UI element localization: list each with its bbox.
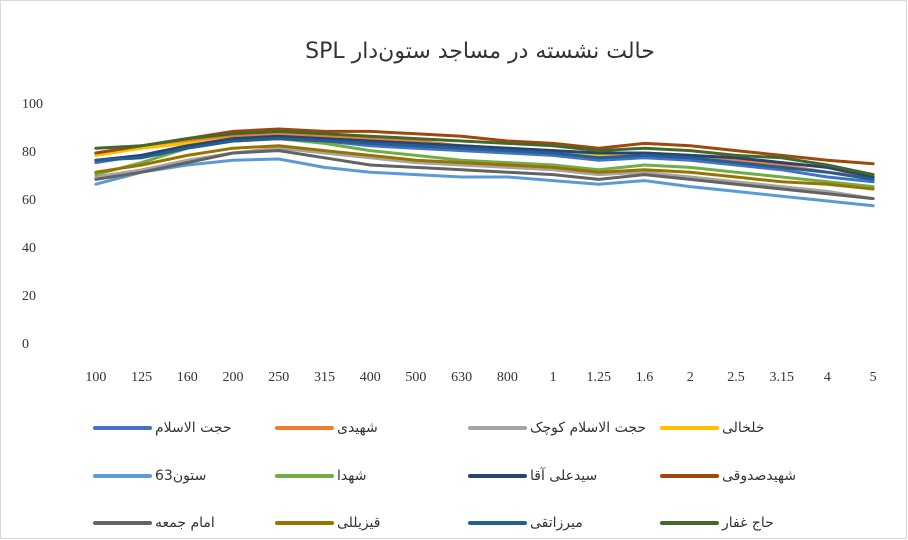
legend-label: شهیدی: [337, 420, 378, 436]
series-line: [94, 144, 875, 191]
legend-label: قیزیللی: [337, 515, 380, 531]
series-line: [94, 157, 875, 208]
legend-label: حجت الاسلام: [155, 420, 232, 436]
x-tick-label: 1.6: [636, 370, 654, 385]
x-tick-label: 500: [405, 370, 426, 385]
x-tick-label: 2: [687, 370, 694, 385]
x-tick-label: 1: [550, 370, 557, 385]
legend-label: سیدعلی آقا: [530, 467, 597, 484]
legend-label: حاج غفار: [721, 515, 774, 531]
y-tick-label: 100: [22, 97, 43, 112]
series-line: [94, 127, 875, 166]
x-tick-label: 3.15: [769, 370, 794, 385]
x-tick-label: 1.25: [587, 370, 612, 385]
series-line: [94, 149, 875, 201]
y-tick-label: 60: [22, 193, 36, 208]
x-tick-label: 125: [131, 370, 152, 385]
legend-label: امام جمعه: [155, 515, 215, 531]
x-tick-label: 800: [497, 370, 518, 385]
series-line: [94, 129, 875, 177]
x-tick-label: 250: [268, 370, 289, 385]
x-tick-label: 160: [177, 370, 198, 385]
y-tick-label: 40: [22, 241, 36, 256]
series-line: [94, 137, 875, 181]
x-tick-label: 5: [870, 370, 877, 385]
y-tick-label: 20: [22, 289, 36, 304]
x-tick-label: 100: [85, 370, 106, 385]
x-tick-label: 2.5: [727, 370, 745, 385]
series-line: [94, 134, 875, 179]
x-tick-label: 4: [824, 370, 831, 385]
legend-label: حجت الاسلام کوچک: [530, 420, 646, 436]
legend-label: 63ستون: [155, 468, 206, 484]
chart-title: SPL حالت نشسته در مساجد ستون‌دار: [305, 39, 655, 64]
x-tick-label: 630: [451, 370, 472, 385]
y-tick-label: 80: [22, 145, 36, 160]
legend-label: شهیدصدوقی: [722, 468, 796, 484]
legend-label: خلخالی: [722, 420, 765, 436]
x-tick-label: 200: [223, 370, 244, 385]
legend-label: میرزاتقی: [530, 515, 583, 531]
x-tick-label: 315: [314, 370, 335, 385]
legend-label: شهدا: [337, 468, 366, 484]
x-tick-label: 400: [360, 370, 381, 385]
y-tick-label: 0: [22, 337, 29, 352]
